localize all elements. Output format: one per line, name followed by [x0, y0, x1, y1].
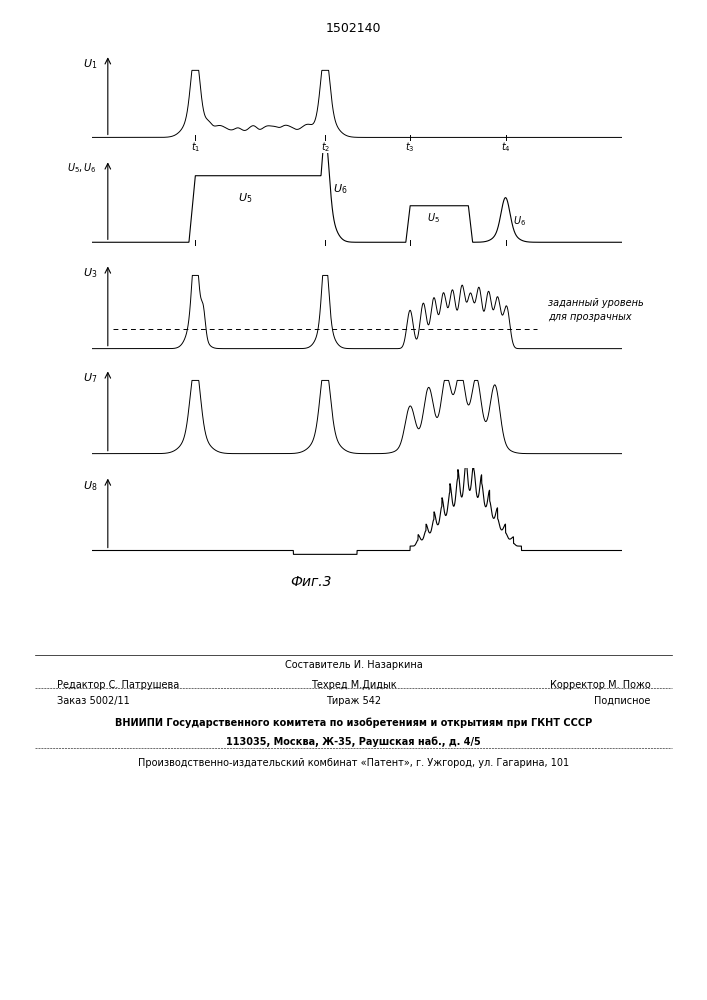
Text: $U_5,U_6$: $U_5,U_6$	[67, 161, 97, 175]
Text: Производственно-издательский комбинат «Патент», г. Ужгород, ул. Гагарина, 101: Производственно-издательский комбинат «П…	[138, 758, 569, 768]
Text: Заказ 5002/11: Заказ 5002/11	[57, 696, 129, 706]
Text: Редактор С. Патрушева: Редактор С. Патрушева	[57, 680, 179, 690]
Text: $t_2$: $t_2$	[320, 141, 330, 154]
Text: Корректор М. Пожо: Корректор М. Пожо	[549, 680, 650, 690]
Text: Составитель И. Назаркина: Составитель И. Назаркина	[285, 660, 422, 670]
Text: заданный уровень
для прозрачных: заданный уровень для прозрачных	[548, 298, 643, 322]
Text: $t_4$: $t_4$	[501, 141, 510, 154]
Text: $U_6$: $U_6$	[513, 214, 527, 228]
Text: $t_1$: $t_1$	[191, 141, 200, 154]
Text: Техред М.Дидык: Техред М.Дидык	[310, 680, 397, 690]
Text: $U_7$: $U_7$	[83, 371, 97, 385]
Text: Подписное: Подписное	[594, 696, 650, 706]
Text: $U_3$: $U_3$	[83, 266, 97, 280]
Text: $U_5$: $U_5$	[428, 211, 440, 225]
Text: $U_1$: $U_1$	[83, 58, 97, 71]
Text: Тираж 542: Тираж 542	[326, 696, 381, 706]
Text: ВНИИПИ Государственного комитета по изобретениям и открытиям при ГКНТ СССР: ВНИИПИ Государственного комитета по изоб…	[115, 718, 592, 728]
Text: $U_8$: $U_8$	[83, 479, 97, 493]
Text: $U_5$: $U_5$	[238, 192, 253, 205]
Text: $t_3$: $t_3$	[405, 141, 415, 154]
Text: 1502140: 1502140	[326, 22, 381, 35]
Text: 113035, Москва, Ж-35, Раушская наб., д. 4/5: 113035, Москва, Ж-35, Раушская наб., д. …	[226, 736, 481, 747]
Text: Фиг.3: Фиг.3	[291, 575, 332, 589]
Text: $U_6$: $U_6$	[333, 182, 348, 196]
